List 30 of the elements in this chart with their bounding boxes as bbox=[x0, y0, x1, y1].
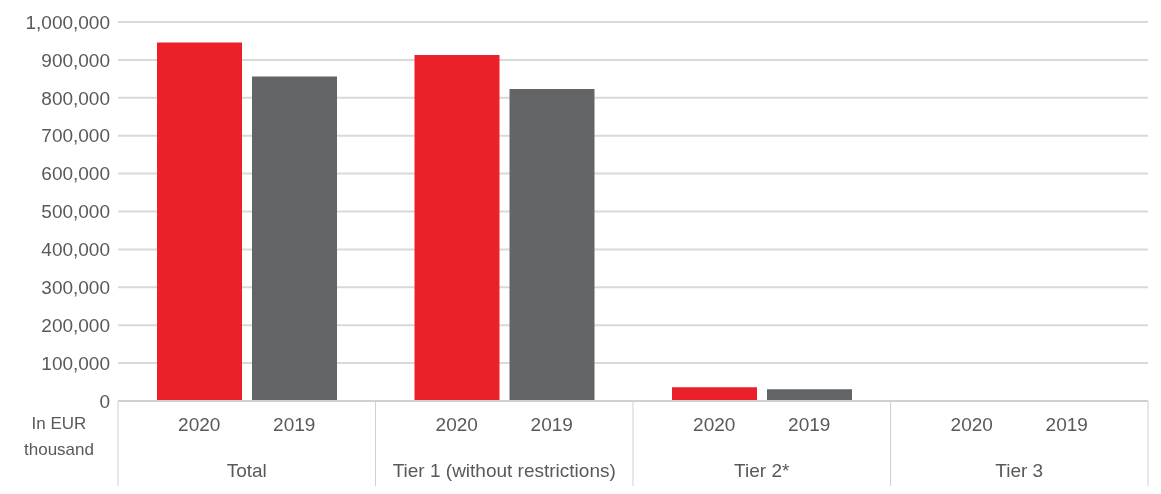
y-tick-label: 900,000 bbox=[41, 49, 110, 71]
text: 2020 bbox=[693, 414, 736, 435]
y-tick-label: 300,000 bbox=[41, 277, 110, 299]
x-tick-label: Tier 1 (without restrictions) bbox=[392, 460, 616, 481]
text: 2019 bbox=[530, 414, 573, 435]
y-tick-label: 500,000 bbox=[41, 201, 110, 223]
y-tick-label: 700,000 bbox=[41, 125, 110, 147]
bar bbox=[414, 54, 500, 401]
bar bbox=[672, 387, 757, 401]
y-tick-label: 600,000 bbox=[41, 163, 110, 185]
y-tick-label: 1,000,000 bbox=[25, 11, 110, 33]
y-tick-label: 100,000 bbox=[41, 352, 110, 374]
bar bbox=[767, 389, 852, 401]
text: 2020 bbox=[435, 414, 478, 435]
series-label: 2019 bbox=[273, 414, 316, 435]
x-tick-label: Tier 3 bbox=[995, 460, 1044, 481]
series-label: 2020 bbox=[178, 414, 221, 435]
bar bbox=[157, 42, 242, 401]
text: 2020 bbox=[950, 414, 993, 435]
text: 2019 bbox=[788, 414, 831, 435]
y-tick-label: 200,000 bbox=[41, 314, 110, 336]
bar bbox=[252, 76, 337, 401]
text: 2019 bbox=[1045, 414, 1088, 435]
bar bbox=[509, 89, 595, 401]
y-tick-label: 800,000 bbox=[41, 87, 110, 109]
x-tick-label: Total bbox=[226, 460, 267, 481]
x-tick-label: Tier 2* bbox=[734, 460, 790, 481]
y-tick-label: 400,000 bbox=[41, 239, 110, 261]
y-axis-title: In EUR thousand bbox=[23, 413, 95, 461]
y-tick-label: 0 bbox=[99, 390, 110, 412]
